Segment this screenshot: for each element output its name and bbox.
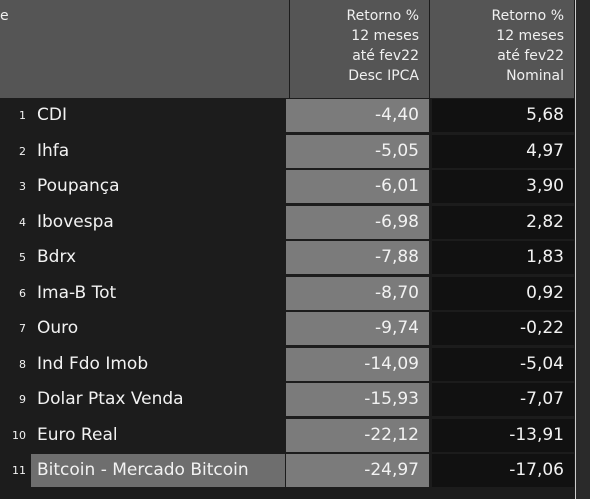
row-index: 1 xyxy=(0,99,30,132)
value-nominal: -0,22 xyxy=(432,312,574,345)
value-nominal: 0,92 xyxy=(432,276,574,310)
row-name: Dolar Ptax Venda xyxy=(31,383,285,416)
header-line: 12 meses xyxy=(351,28,419,44)
header-cell: e xyxy=(0,0,289,98)
value-desc-ipca: -9,74 xyxy=(286,312,429,345)
header-text: e xyxy=(0,8,9,24)
value-nominal: 4,97 xyxy=(432,134,574,168)
value-desc-ipca: -8,70 xyxy=(286,276,429,310)
header-line: até fev22 xyxy=(497,48,564,64)
row-name: Ibovespa xyxy=(31,205,285,239)
value-nominal: 1,83 xyxy=(432,241,574,274)
value-nominal: -17,06 xyxy=(432,454,574,487)
row-index: 8 xyxy=(0,347,30,381)
value-nominal: 3,90 xyxy=(432,170,574,203)
row-name: Bdrx xyxy=(31,241,285,274)
header-cell: Retorno % 12 meses até fev22 Desc IPCA xyxy=(290,0,429,98)
header-line: 12 meses xyxy=(496,28,564,44)
header-line: Desc IPCA xyxy=(348,68,419,84)
scrollbar-edge xyxy=(575,0,590,499)
row-index: 2 xyxy=(0,134,30,168)
row-name: Poupança xyxy=(31,170,285,203)
row-name: CDI xyxy=(31,99,285,132)
value-nominal: -5,04 xyxy=(432,347,574,381)
row-index: 10 xyxy=(0,418,30,452)
value-nominal: 2,82 xyxy=(432,205,574,239)
header-line: Nominal xyxy=(506,68,564,84)
value-desc-ipca: -14,09 xyxy=(286,347,429,381)
value-desc-ipca: -5,05 xyxy=(286,134,429,168)
row-name: Ouro xyxy=(31,312,285,345)
header-cell: Retorno % 12 meses até fev22 Nominal xyxy=(430,0,574,98)
row-index: 11 xyxy=(0,454,30,487)
value-desc-ipca: -7,88 xyxy=(286,241,429,274)
value-nominal: 5,68 xyxy=(432,99,574,132)
header-line: Retorno % xyxy=(491,8,564,24)
value-desc-ipca: -4,40 xyxy=(286,99,429,132)
header-line: Retorno % xyxy=(346,8,419,24)
row-name: Ind Fdo Imob xyxy=(31,347,285,381)
row-name: Euro Real xyxy=(31,418,285,452)
row-index: 6 xyxy=(0,276,30,310)
value-nominal: -13,91 xyxy=(432,418,574,452)
value-desc-ipca: -15,93 xyxy=(286,383,429,416)
row-name: Bitcoin - Mercado Bitcoin xyxy=(31,454,285,487)
row-name: Ima-B Tot xyxy=(31,276,285,310)
value-desc-ipca: -6,98 xyxy=(286,205,429,239)
row-index: 5 xyxy=(0,241,30,274)
value-desc-ipca: -24,97 xyxy=(286,454,429,487)
row-index: 4 xyxy=(0,205,30,239)
row-index: 9 xyxy=(0,383,30,416)
row-index: 7 xyxy=(0,312,30,345)
row-name: Ihfa xyxy=(31,134,285,168)
header-line: até fev22 xyxy=(352,48,419,64)
row-index: 3 xyxy=(0,170,30,203)
value-desc-ipca: -22,12 xyxy=(286,418,429,452)
value-desc-ipca: -6,01 xyxy=(286,170,429,203)
value-nominal: -7,07 xyxy=(432,383,574,416)
